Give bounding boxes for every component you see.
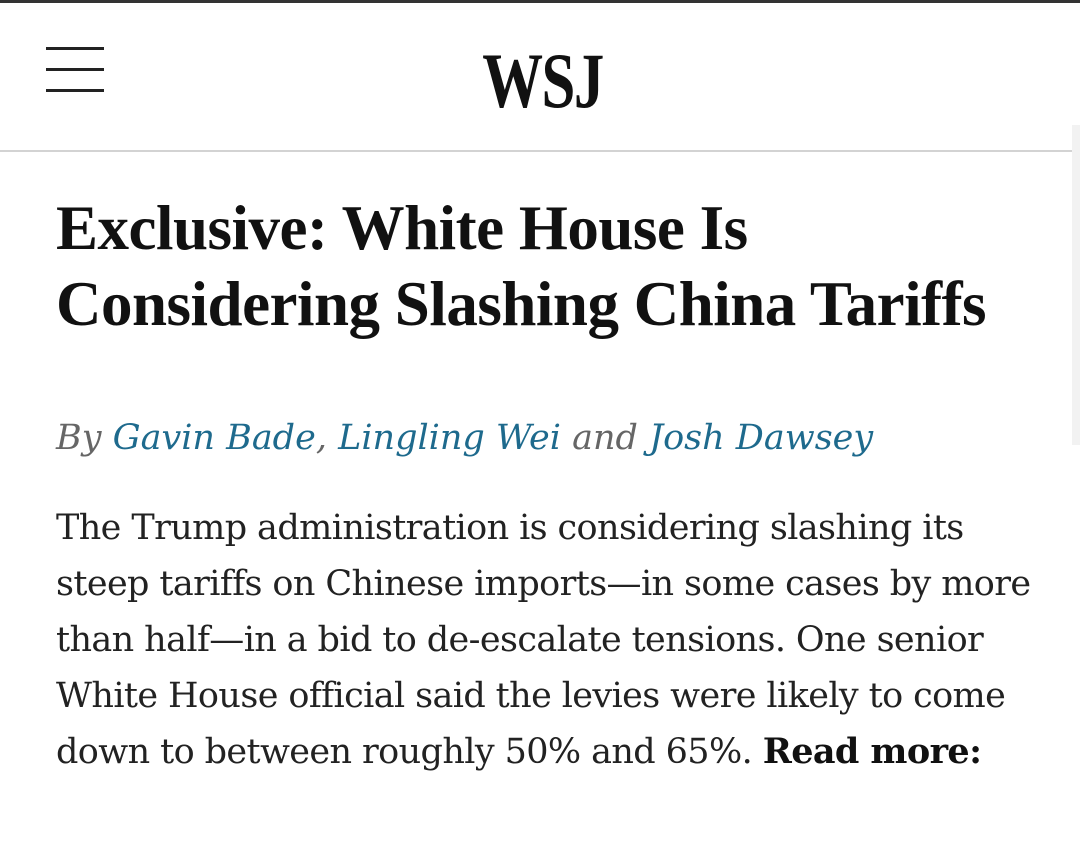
byline-conjunction: and	[572, 418, 638, 458]
read-more-link[interactable]: Read more:	[762, 731, 982, 772]
site-header: WSJ	[0, 3, 1080, 152]
hamburger-menu-icon[interactable]	[46, 47, 104, 95]
article-summary: The Trump administration is considering …	[56, 500, 1046, 780]
article-byline: By Gavin Bade, Lingling Wei and Josh Daw…	[56, 413, 1036, 463]
author-link-gavin-bade[interactable]: Gavin Bade	[112, 418, 316, 458]
byline-prefix: By	[56, 418, 102, 458]
byline-separator: ,	[315, 418, 327, 458]
article-body-text: The Trump administration is considering …	[56, 508, 1031, 772]
article-headline: Exclusive: White House Is Considering Sl…	[56, 193, 987, 339]
wsj-logo[interactable]: WSJ	[482, 37, 604, 124]
scrollbar[interactable]	[1072, 125, 1080, 445]
top-border	[0, 0, 1080, 3]
author-link-josh-dawsey[interactable]: Josh Dawsey	[649, 418, 874, 458]
author-link-lingling-wei[interactable]: Lingling Wei	[338, 418, 561, 458]
